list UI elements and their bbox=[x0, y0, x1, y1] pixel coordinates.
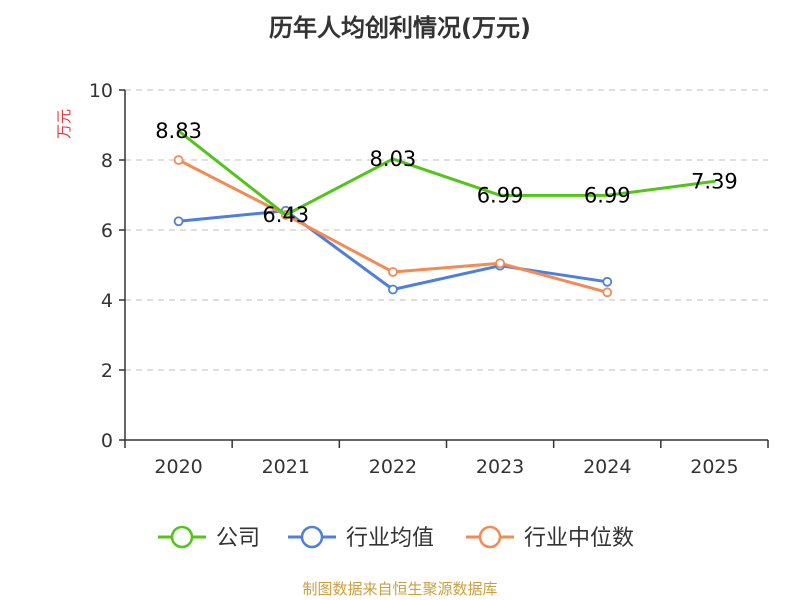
y-axis-label: 万元 bbox=[55, 109, 73, 139]
legend-item-1[interactable]: 行业均值 bbox=[288, 525, 434, 551]
grid-lines bbox=[125, 89, 768, 371]
source-note: 制图数据来自恒生聚源数据库 bbox=[302, 580, 498, 598]
legend-marker bbox=[478, 525, 502, 549]
data-label: 8.03 bbox=[370, 147, 417, 171]
legend-marker bbox=[170, 525, 194, 549]
legend-item-0[interactable]: 公司 bbox=[158, 525, 260, 551]
x-tick-label: 2022 bbox=[369, 456, 417, 478]
data-point bbox=[602, 287, 613, 298]
data-point bbox=[602, 276, 613, 287]
legend-label: 行业中位数 bbox=[524, 526, 634, 551]
legend-label: 公司 bbox=[216, 526, 260, 551]
data-label: 8.83 bbox=[155, 119, 202, 143]
legend-label: 行业均值 bbox=[346, 526, 434, 551]
y-tick-label: 6 bbox=[101, 220, 113, 242]
data-point bbox=[388, 284, 398, 295]
data-label: 6.43 bbox=[262, 203, 309, 227]
data-label: 6.99 bbox=[584, 183, 631, 207]
data-point bbox=[173, 216, 184, 227]
x-tick-label: 2025 bbox=[690, 456, 738, 478]
series-line-0 bbox=[177, 129, 716, 217]
data-labels: 8.83 6.43 8.03 6.99 6.99 7.39 bbox=[155, 119, 738, 227]
axes: 0 2 4 6 8 10 2020 2021 2022 2023 2024 2025 bbox=[89, 80, 769, 478]
chart-title: 历年人均创利情况(万元) bbox=[269, 14, 531, 42]
data-point bbox=[173, 155, 184, 165]
y-tick-label: 0 bbox=[101, 430, 113, 452]
series-lines bbox=[173, 129, 716, 298]
y-tick-label: 2 bbox=[101, 360, 113, 382]
data-label: 7.39 bbox=[691, 169, 738, 193]
series-line-1 bbox=[177, 209, 609, 291]
y-tick-label: 4 bbox=[101, 290, 113, 312]
data-label: 6.99 bbox=[477, 183, 524, 207]
data-point bbox=[388, 267, 398, 277]
x-tick-label: 2021 bbox=[262, 456, 310, 478]
data-point bbox=[495, 258, 505, 269]
x-tick-label: 2024 bbox=[583, 456, 631, 478]
legend-item-2[interactable]: 行业中位数 bbox=[466, 525, 634, 551]
legend[interactable]: 公司 行业均值 行业中位数 bbox=[158, 525, 634, 551]
x-tick-label: 2023 bbox=[476, 456, 524, 478]
y-tick-label: 10 bbox=[89, 80, 113, 102]
x-tick-label: 2020 bbox=[154, 456, 202, 478]
y-tick-label: 8 bbox=[101, 150, 113, 172]
legend-marker bbox=[300, 525, 324, 549]
